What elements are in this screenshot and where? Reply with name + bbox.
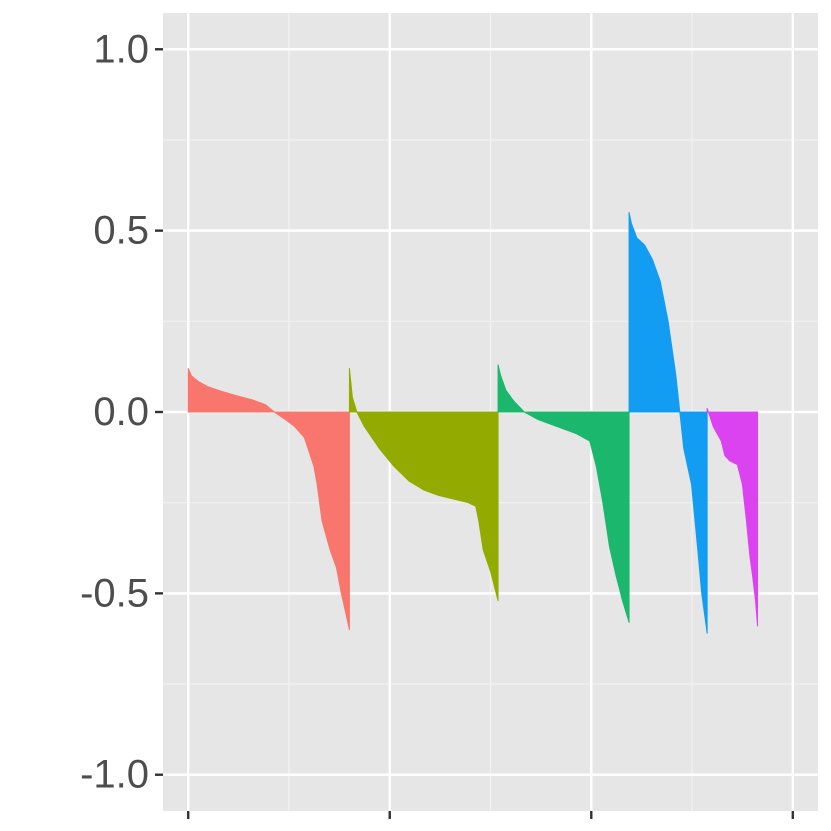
y-tick-label: 1.0 xyxy=(93,27,149,71)
series-area-5 xyxy=(706,407,759,627)
axis-ticks xyxy=(155,48,795,819)
y-tick-label: 0.5 xyxy=(93,209,149,253)
y-tick-label: -1.0 xyxy=(80,753,149,797)
y-tick-label: 0.0 xyxy=(93,390,149,434)
series-area-4 xyxy=(628,212,708,634)
y-axis-labels: 1.0 0.5 0.0 -0.5 -1.0 xyxy=(80,27,149,796)
series-areas xyxy=(187,212,759,634)
series-area-1 xyxy=(187,367,350,631)
series-area-2 xyxy=(348,367,499,602)
y-tick-label: -0.5 xyxy=(80,571,149,615)
series-area-3 xyxy=(497,364,630,623)
